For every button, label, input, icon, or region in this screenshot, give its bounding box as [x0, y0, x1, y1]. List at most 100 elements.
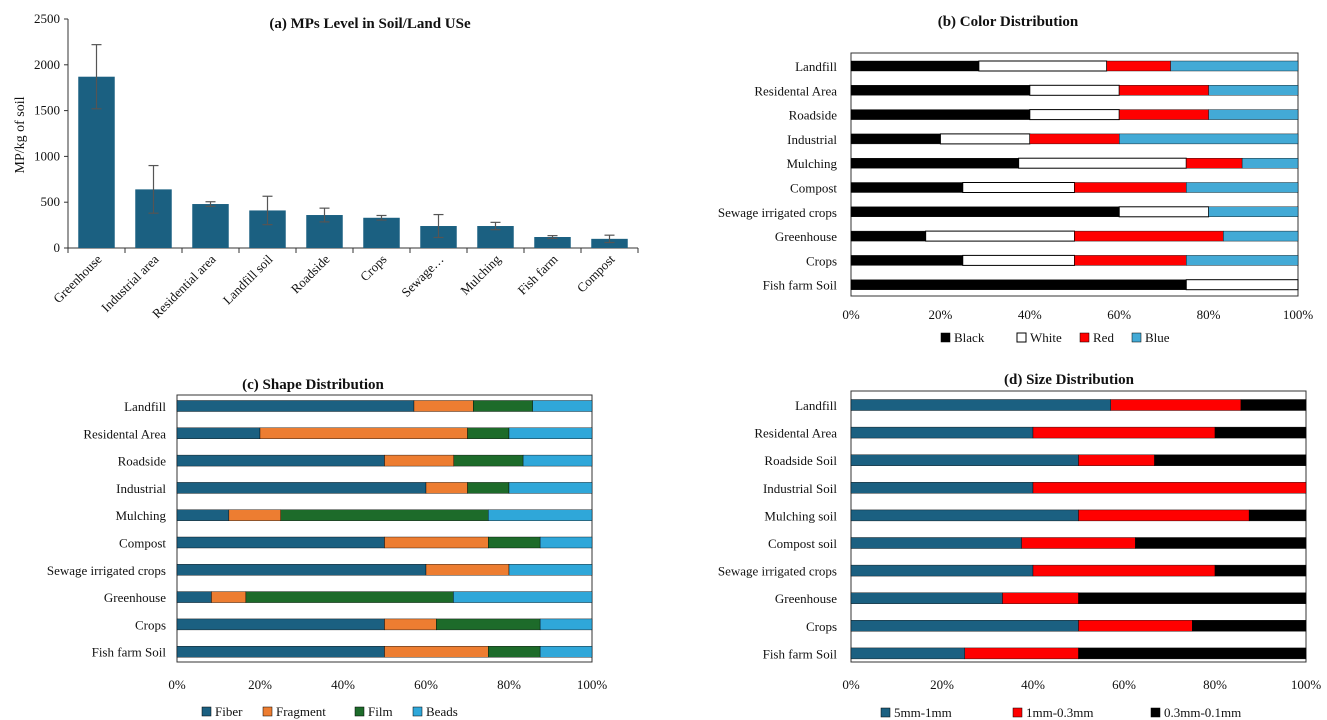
panel-d-size-distribution-chart: (d) Size Distribution 0% 20% 40% 60% 80% 100%… — [718, 372, 1321, 720]
panel-d-segment-greenhouse-0-3mm-0-1mm — [1078, 592, 1307, 604]
panel-c-legend-label-film: Film — [368, 704, 393, 719]
panel-b-legend-swatch-black — [940, 332, 951, 343]
panel-d-row-label-crops: Crops — [806, 619, 837, 634]
panel-c-segment-fish-farm-soil-fragment — [384, 646, 489, 658]
panel-d-segment-landfill-0-3mm-0-1mm — [1240, 399, 1307, 411]
panel-c-segment-greenhouse-fiber — [176, 591, 212, 603]
panel-b-row-label-residental-area: Residental Area — [754, 83, 837, 98]
panel-d-x-tick-label: 0% — [842, 677, 860, 692]
panel-c-legend-swatch-fiber — [201, 706, 212, 717]
panel-b-segment-sewage-irrigated-crops-blue — [1208, 206, 1299, 218]
panel-c-segment-crops-fragment — [384, 618, 437, 631]
panel-c-segment-sewage-irrigated-crops-fragment — [425, 564, 510, 576]
panel-d-row-label-sewage-irrigated-crops: Sewage irrigated crops — [718, 564, 837, 579]
panel-c-x-tick-label: 0% — [168, 677, 186, 692]
panel-b-segment-compost-white — [962, 182, 1075, 193]
panel-d-x-tick-label: 60% — [1112, 677, 1136, 692]
panel-a-y-tick-label: 2000 — [34, 57, 60, 72]
category-label-fish-farm: Fish farm — [515, 252, 561, 298]
panel-c-plot-frame — [176, 394, 593, 663]
panel-b-legend-label-black: Black — [954, 330, 985, 345]
panel-b-legend-swatch-red — [1079, 332, 1090, 343]
panel-b-segment-compost-red — [1074, 182, 1187, 193]
panel-c-segment-crops-film — [436, 618, 541, 631]
panel-b-color-distribution-chart: (b) Color Distribution 0% 20% 40% 60% 80% 100… — [718, 14, 1313, 345]
panel-c-segment-fish-farm-soil-film — [488, 646, 541, 658]
panel-b-segment-crops-white — [962, 254, 1075, 266]
panel-b-legend-label-blue: Blue — [1145, 330, 1170, 345]
panel-c-segment-fish-farm-soil-fiber — [176, 646, 385, 658]
panel-c-segment-greenhouse-beads — [453, 591, 593, 603]
panel-d-legend-swatch-1mm-0-3mm — [1012, 707, 1023, 718]
panel-d-segment-crops-1mm-0-3mm — [1078, 620, 1193, 632]
panel-c-segment-industrial-beads — [508, 482, 593, 494]
panel-a-y-tick-label: 0 — [54, 240, 61, 255]
panel-d-segment-compost-soil-1mm-0-3mm — [1021, 537, 1136, 549]
panel-c-x-tick-label: 60% — [414, 677, 438, 692]
panel-a-y-tick-label: 1500 — [34, 103, 60, 118]
panel-b-legend-label-red: Red — [1093, 330, 1114, 345]
panel-d-row-label-compost-soil: Compost soil — [768, 536, 837, 551]
panel-b-legend-swatch-blue — [1131, 332, 1142, 343]
panel-d-row-label-fish-farm-soil: Fish farm Soil — [763, 646, 838, 661]
panel-c-segment-sewage-irrigated-crops-fiber — [176, 564, 427, 576]
panel-c-x-tick-label: 80% — [497, 677, 521, 692]
panel-b-row-label-fish-farm-soil: Fish farm Soil — [763, 278, 838, 293]
panel-d-x-tick-label: 20% — [930, 677, 954, 692]
panel-c-row-label-crops: Crops — [135, 617, 166, 632]
panel-a-plot-area: 0 500 1000 1500 2000 2500 GreenhouseIndustrial… — [34, 11, 639, 321]
panel-c-segment-roadside-beads — [522, 454, 593, 467]
panel-d-segment-industrial-soil-1mm-0-3mm — [1032, 482, 1307, 494]
panel-d-segment-industrial-soil-5mm-1mm — [850, 482, 1034, 494]
panel-b-x-tick-label: 40% — [1018, 307, 1042, 322]
panel-b-segment-landfill-red — [1106, 60, 1171, 72]
panel-d-segment-sewage-irrigated-crops-5mm-1mm — [850, 564, 1034, 577]
panel-d-segment-compost-soil-0-3mm-0-1mm — [1135, 537, 1307, 549]
panel-b-segment-compost-blue — [1186, 182, 1299, 193]
panel-c-row-label-fish-farm-soil: Fish farm Soil — [92, 645, 167, 660]
panel-c-segment-compost-film — [488, 536, 541, 549]
panel-d-x-tick-label: 80% — [1203, 677, 1227, 692]
panel-b-segment-residental-area-blue — [1208, 85, 1299, 96]
panel-b-x-tick-label: 20% — [928, 307, 952, 322]
panel-b-row-label-compost: Compost — [790, 181, 837, 196]
panel-c-segment-compost-fiber — [176, 536, 385, 549]
panel-d-segment-fish-farm-soil-5mm-1mm — [850, 647, 965, 660]
panel-c-segment-landfill-fiber — [176, 400, 415, 412]
panel-b-segment-greenhouse-blue — [1223, 230, 1299, 242]
panel-d-segment-sewage-irrigated-crops-1mm-0-3mm — [1032, 564, 1216, 577]
panel-b-segment-fish-farm-soil-black — [850, 279, 1187, 290]
panel-c-row-label-mulching: Mulching — [115, 508, 166, 523]
panel-b-segment-compost-black — [850, 182, 963, 193]
panel-c-segment-landfill-fragment — [413, 400, 474, 412]
panel-b-row-label-roadside: Roadside — [789, 108, 838, 123]
panel-c-segment-mulching-fragment — [228, 509, 281, 521]
panel-b-segment-industrial-blue — [1118, 133, 1299, 145]
bar-crops — [363, 217, 400, 248]
panel-c-x-tick-label: 20% — [248, 677, 272, 692]
panel-d-row-label-greenhouse: Greenhouse — [775, 591, 837, 606]
panel-b-row-label-industrial: Industrial — [787, 132, 837, 147]
panel-c-row-label-residental-area: Residental Area — [83, 426, 166, 441]
panel-c-segment-residental-area-fiber — [176, 427, 261, 439]
panel-c-segment-residental-area-beads — [508, 427, 593, 439]
panel-b-segment-fish-farm-soil-white — [1185, 279, 1299, 291]
panel-d-segment-crops-5mm-1mm — [850, 620, 1079, 632]
panel-d-legend-label-5mm-1mm: 5mm-1mm — [894, 705, 952, 720]
panel-b-x-tick-label: 80% — [1197, 307, 1221, 322]
panel-d-legend-label-0-3mm-0-1mm: 0.3mm-0.1mm — [1164, 705, 1241, 720]
panel-a-y-tick-label: 1000 — [34, 148, 60, 163]
panel-d-legend-swatch-0-3mm-0-1mm — [1150, 707, 1161, 718]
panel-d-row-label-roadside-soil: Roadside Soil — [764, 453, 837, 468]
panel-a-y-tick-label: 2500 — [34, 11, 60, 26]
panel-b-segment-crops-blue — [1186, 255, 1299, 266]
panel-c-row-label-industrial: Industrial — [116, 481, 166, 496]
panel-b-segment-greenhouse-white — [925, 230, 1075, 242]
category-label-compost: Compost — [574, 251, 618, 295]
panel-d-segment-roadside-soil-0-3mm-0-1mm — [1154, 454, 1307, 466]
panel-c-segment-compost-beads — [539, 536, 593, 549]
panel-d-segment-greenhouse-5mm-1mm — [850, 592, 1003, 604]
panel-b-segment-landfill-black — [850, 60, 980, 72]
panel-c-legend-swatch-beads — [412, 706, 423, 717]
panel-b-segment-mulching-black — [850, 157, 1019, 169]
